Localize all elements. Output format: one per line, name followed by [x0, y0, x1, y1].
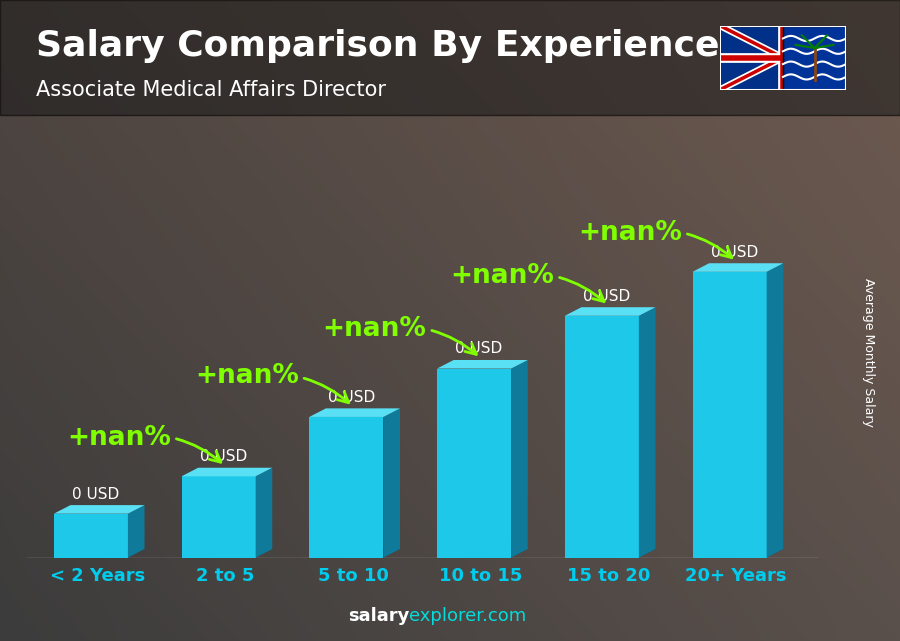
Text: +nan%: +nan%: [194, 363, 348, 403]
Polygon shape: [511, 360, 527, 558]
Polygon shape: [565, 316, 639, 558]
Text: 2 to 5: 2 to 5: [196, 567, 255, 585]
Polygon shape: [128, 505, 145, 558]
Polygon shape: [565, 549, 655, 558]
Polygon shape: [437, 369, 511, 558]
Text: Salary Comparison By Experience: Salary Comparison By Experience: [36, 29, 719, 63]
Text: 0 USD: 0 USD: [328, 390, 375, 405]
Text: 0 USD: 0 USD: [455, 342, 503, 356]
FancyBboxPatch shape: [783, 26, 846, 90]
Polygon shape: [437, 549, 527, 558]
Polygon shape: [310, 408, 400, 417]
Text: < 2 Years: < 2 Years: [50, 567, 145, 585]
Text: explorer.com: explorer.com: [410, 607, 526, 625]
Polygon shape: [692, 272, 767, 558]
Polygon shape: [692, 549, 783, 558]
Text: +nan%: +nan%: [450, 263, 604, 301]
Text: 5 to 10: 5 to 10: [318, 567, 389, 585]
Polygon shape: [692, 263, 783, 272]
Text: +nan%: +nan%: [578, 220, 732, 258]
Polygon shape: [54, 549, 145, 558]
Polygon shape: [310, 417, 383, 558]
Text: salary: salary: [348, 607, 410, 625]
Text: Average Monthly Salary: Average Monthly Salary: [862, 278, 875, 427]
Text: +nan%: +nan%: [322, 316, 476, 354]
Polygon shape: [310, 549, 400, 558]
Text: 0 USD: 0 USD: [72, 487, 120, 502]
Text: Associate Medical Affairs Director: Associate Medical Affairs Director: [36, 80, 386, 100]
Polygon shape: [639, 307, 655, 558]
Polygon shape: [182, 476, 256, 558]
Polygon shape: [565, 307, 655, 316]
Text: 15 to 20: 15 to 20: [567, 567, 650, 585]
Text: 0 USD: 0 USD: [583, 288, 630, 304]
Polygon shape: [437, 360, 527, 369]
Polygon shape: [767, 263, 783, 558]
FancyBboxPatch shape: [720, 26, 846, 90]
Text: 0 USD: 0 USD: [711, 245, 758, 260]
Text: 0 USD: 0 USD: [200, 449, 248, 464]
Text: 10 to 15: 10 to 15: [439, 567, 522, 585]
Polygon shape: [182, 549, 273, 558]
Polygon shape: [54, 513, 128, 558]
Polygon shape: [54, 505, 145, 513]
Polygon shape: [182, 468, 273, 476]
Polygon shape: [256, 468, 273, 558]
Polygon shape: [383, 408, 400, 558]
Text: +nan%: +nan%: [67, 425, 220, 462]
Text: 20+ Years: 20+ Years: [686, 567, 787, 585]
